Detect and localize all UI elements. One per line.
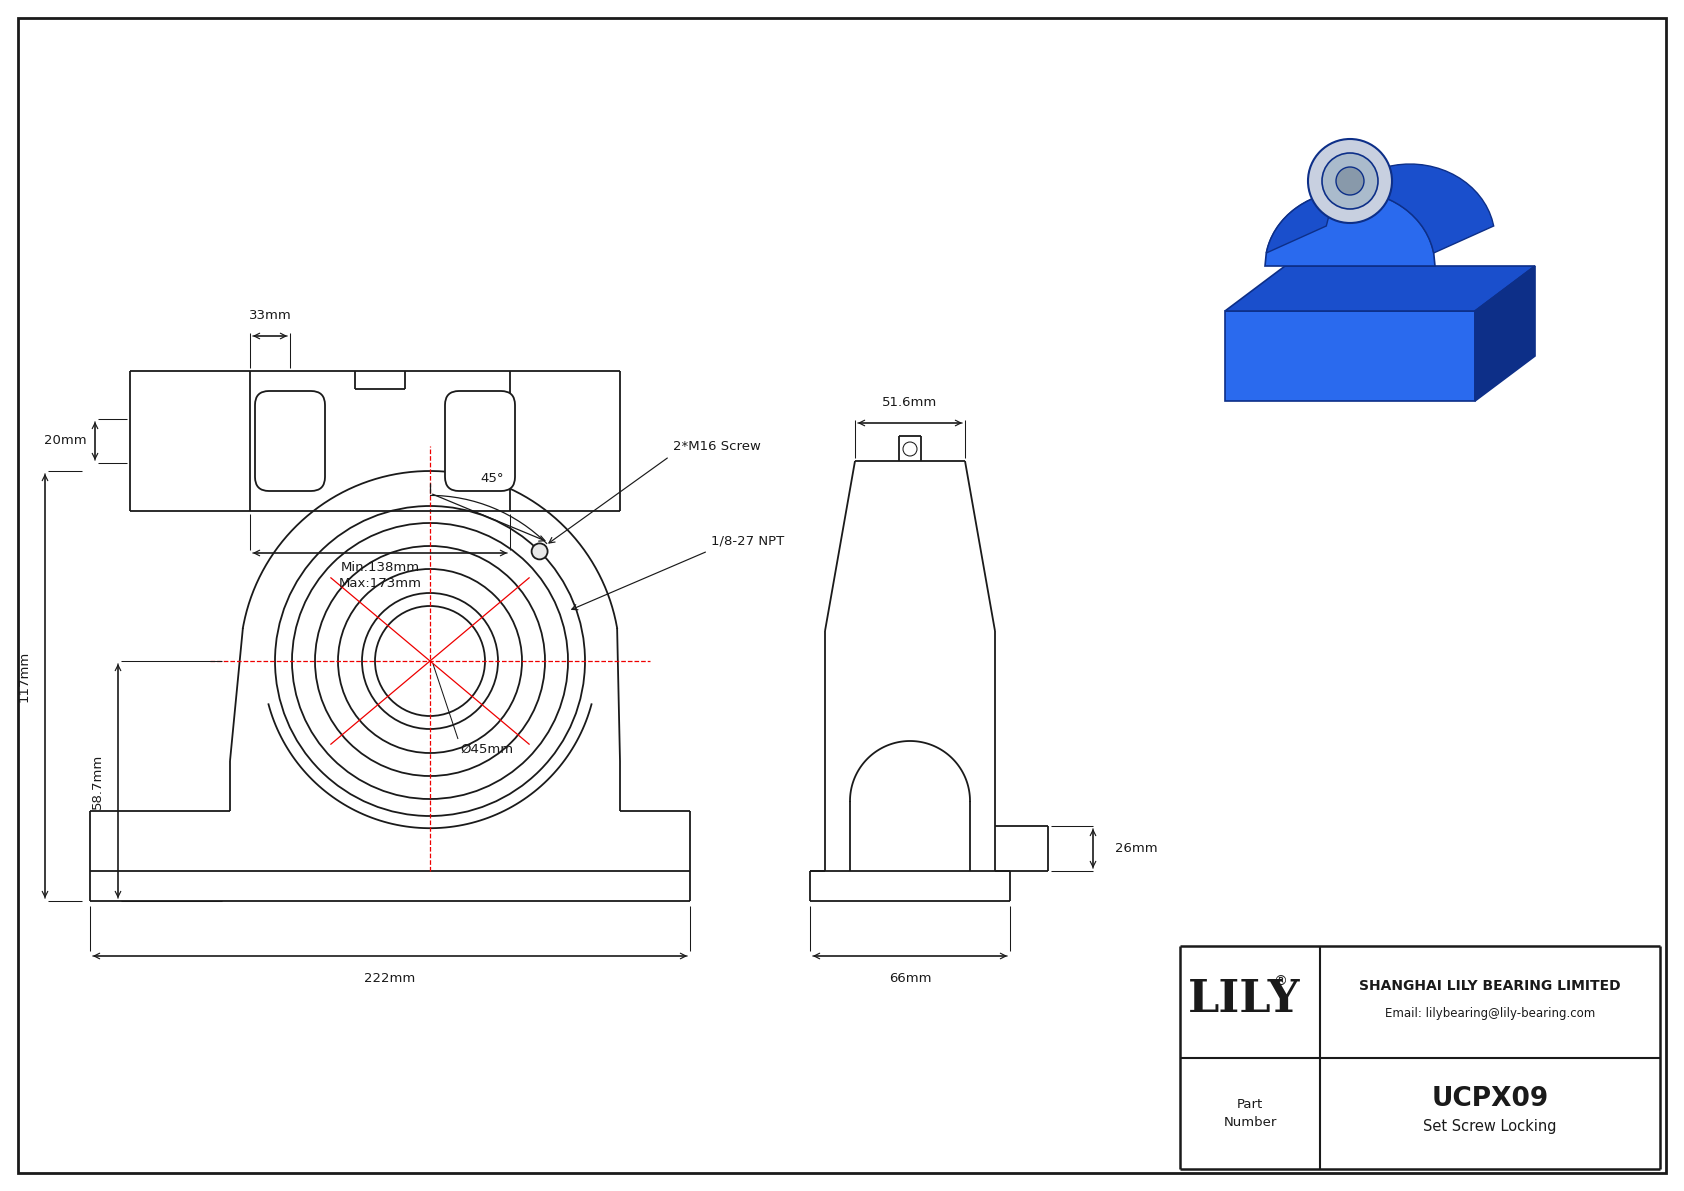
Text: 2*M16 Screw: 2*M16 Screw — [672, 441, 761, 454]
Text: Max:173mm: Max:173mm — [338, 576, 421, 590]
Circle shape — [1495, 317, 1514, 335]
Text: 1/8-27 NPT: 1/8-27 NPT — [711, 535, 785, 548]
Polygon shape — [1265, 191, 1435, 266]
Circle shape — [1495, 357, 1514, 375]
Text: Min:138mm: Min:138mm — [340, 561, 419, 574]
Circle shape — [532, 543, 547, 560]
Circle shape — [1308, 139, 1393, 223]
Text: SHANGHAI LILY BEARING LIMITED: SHANGHAI LILY BEARING LIMITED — [1359, 979, 1620, 993]
Circle shape — [1335, 167, 1364, 195]
Text: 33mm: 33mm — [249, 308, 291, 322]
Polygon shape — [1224, 311, 1475, 401]
Text: 51.6mm: 51.6mm — [882, 395, 938, 409]
Polygon shape — [1475, 266, 1536, 401]
Text: Set Screw Locking: Set Screw Locking — [1423, 1120, 1556, 1134]
FancyBboxPatch shape — [254, 391, 325, 491]
Text: Ø45mm: Ø45mm — [460, 743, 514, 756]
Text: 20mm: 20mm — [44, 435, 88, 448]
Text: LILY: LILY — [1187, 979, 1300, 1022]
Text: Part
Number: Part Number — [1223, 1098, 1276, 1129]
Text: ®: ® — [1273, 975, 1287, 989]
Text: 66mm: 66mm — [889, 972, 931, 985]
FancyBboxPatch shape — [445, 391, 515, 491]
Text: 26mm: 26mm — [1115, 842, 1157, 855]
Text: 45°: 45° — [480, 472, 504, 485]
Circle shape — [1322, 152, 1378, 208]
Text: 117mm: 117mm — [19, 650, 30, 701]
Polygon shape — [1224, 266, 1536, 311]
Text: UCPX09: UCPX09 — [1431, 1086, 1549, 1112]
Polygon shape — [1266, 164, 1494, 252]
Text: 222mm: 222mm — [364, 972, 416, 985]
Text: Email: lilybearing@lily-bearing.com: Email: lilybearing@lily-bearing.com — [1384, 1008, 1595, 1021]
Text: 58.7mm: 58.7mm — [91, 754, 104, 809]
